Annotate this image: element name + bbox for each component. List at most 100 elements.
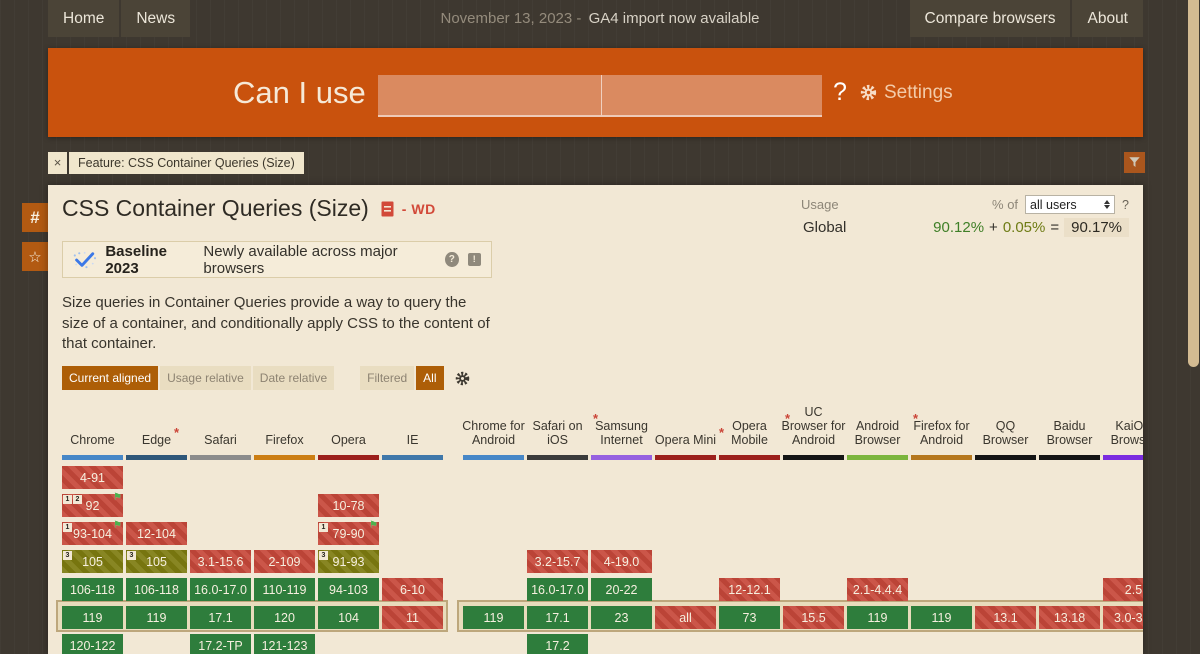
support-cell[interactable]: 119 (126, 606, 187, 629)
news-announcement-link[interactable]: GA4 import now available (588, 10, 760, 27)
browser-column-header[interactable]: UC Browser for Android (781, 388, 846, 450)
support-cell[interactable]: 20-22 (591, 578, 652, 601)
support-cell[interactable]: all (655, 606, 716, 629)
support-cell[interactable]: 119 (911, 606, 972, 629)
usage-scope-select[interactable]: all users (1025, 195, 1116, 214)
tab-all[interactable]: All (416, 366, 444, 390)
feature-search-input-secondary[interactable] (601, 75, 822, 117)
browser-column-header[interactable]: Android Browser * (845, 388, 918, 450)
browser-column-header[interactable]: Safari (188, 388, 253, 450)
support-cell[interactable]: 12-104 (126, 522, 187, 545)
baseline-help-icon[interactable]: ? (445, 252, 459, 267)
support-cell[interactable]: 110-119 (254, 578, 315, 601)
browser-column-header[interactable]: Chrome for Android (461, 388, 526, 450)
support-cell[interactable]: 119 (463, 606, 524, 629)
version-range: 79-90 (332, 526, 365, 541)
support-cell[interactable]: 4-91 (62, 466, 123, 489)
support-cell[interactable]: 23 (591, 606, 652, 629)
support-cell[interactable]: 16.0-17.0 (527, 578, 588, 601)
usage-help-icon[interactable]: ? (1122, 197, 1129, 212)
support-cell[interactable]: 92 1 2 ⚑ (62, 492, 123, 517)
browser-column-header[interactable]: Firefox for Android (909, 388, 974, 450)
browser-column-header[interactable]: Opera (316, 388, 381, 450)
browser-column-header[interactable]: Baidu Browser (1037, 388, 1102, 450)
support-cell[interactable]: 11 (382, 606, 443, 629)
tab-date-relative[interactable]: Date relative (252, 366, 335, 390)
version-range: 6-10 (399, 582, 426, 597)
support-cell[interactable]: 119 (62, 606, 123, 629)
support-cell[interactable]: 2.1-4.4.4 (847, 578, 908, 601)
browser-column-header[interactable]: Edge * (124, 388, 189, 450)
version-range: 119 (931, 610, 952, 625)
support-cell[interactable]: 121-123 (254, 634, 315, 654)
support-cell[interactable]: 105 3 (126, 550, 187, 573)
support-cell[interactable]: 17.2 (527, 634, 588, 654)
filter-button[interactable] (1124, 152, 1145, 173)
support-cell[interactable]: 91-93 3 (318, 550, 379, 573)
feature-tag-label: Feature: CSS Container Queries (Size) (69, 152, 304, 174)
favorite-button[interactable]: ☆ (22, 242, 48, 271)
browser-column-header[interactable]: Firefox (252, 388, 317, 450)
browser-color-bar (911, 455, 972, 460)
browser-name: Chrome (70, 433, 115, 447)
support-cell[interactable]: 12-12.1 (719, 578, 780, 601)
search-help-icon[interactable]: ? (833, 78, 847, 106)
support-cell[interactable]: 105 3 (62, 550, 123, 573)
support-cell[interactable]: 106-118 (62, 578, 123, 601)
browser-column-header[interactable]: Samsung Internet (589, 388, 654, 450)
support-cell[interactable]: 13.18 (1039, 606, 1100, 629)
scrollbar-thumb[interactable] (1188, 0, 1199, 367)
nav-news[interactable]: News (121, 0, 191, 37)
browser-column-header[interactable]: Chrome (60, 388, 125, 450)
browser-column-header[interactable]: KaiOS Browser (1101, 388, 1143, 450)
usage-supported-percent: 90.12% (933, 219, 985, 236)
feature-search-input[interactable] (378, 75, 601, 117)
support-cell[interactable]: 6-10 (382, 578, 443, 601)
browser-column-header[interactable]: IE (380, 388, 445, 450)
equals-sign: = (1050, 219, 1060, 236)
support-cell[interactable]: 3.1-15.6 (190, 550, 251, 573)
support-cell[interactable]: 3.0-3.1 (1103, 606, 1143, 629)
support-cell[interactable]: 120 (254, 606, 315, 629)
support-cell[interactable]: 79-90 1 ⚑ (318, 520, 379, 545)
tab-filtered[interactable]: Filtered (360, 366, 415, 390)
spec-document-icon[interactable] (381, 201, 394, 217)
support-cell[interactable]: 17.2-TP (190, 634, 251, 654)
browser-column-header[interactable]: Opera Mini * (653, 388, 724, 450)
nav-about[interactable]: About (1072, 0, 1143, 37)
settings-button[interactable]: Settings (860, 48, 953, 137)
version-range: 3.0-3.1 (1114, 610, 1143, 625)
support-cell[interactable]: 106-118 (126, 578, 187, 601)
tab-current-aligned[interactable]: Current aligned (62, 366, 159, 390)
baseline-check-icon (73, 251, 97, 268)
browser-column-header[interactable]: Opera Mobile * (717, 388, 790, 450)
site-logo[interactable]: Can I use (233, 75, 366, 110)
support-cell[interactable]: 17.1 (527, 606, 588, 629)
support-cell[interactable]: 73 (719, 606, 780, 629)
support-cell[interactable]: 13.1 (975, 606, 1036, 629)
support-cell[interactable]: 15.5 (783, 606, 844, 629)
support-cell[interactable]: 16.0-17.0 (190, 578, 251, 601)
tab-usage-relative[interactable]: Usage relative (160, 366, 251, 390)
feature-tag-close-icon[interactable]: × (48, 152, 67, 174)
support-cell[interactable]: 119 (847, 606, 908, 629)
support-cell[interactable]: 93-104 1 ⚑ (62, 520, 123, 545)
nav-home[interactable]: Home (48, 0, 120, 37)
support-cell[interactable]: 3.2-15.7 (527, 550, 588, 573)
nav-compare-browsers[interactable]: Compare browsers (909, 0, 1071, 37)
permalink-button[interactable]: # (22, 203, 48, 232)
support-cell[interactable]: 104 (318, 606, 379, 629)
support-cell[interactable]: 94-103 (318, 578, 379, 601)
support-cell[interactable]: 10-78 (318, 494, 379, 517)
table-options-gear-icon[interactable] (455, 371, 470, 386)
version-range: 93-104 (73, 526, 112, 541)
support-cell[interactable]: 120-122 (62, 634, 123, 654)
support-cell[interactable]: 2-109 (254, 550, 315, 573)
browser-column-header[interactable]: QQ Browser (973, 388, 1038, 450)
support-cell[interactable]: 2.5 (1103, 578, 1143, 601)
support-cell[interactable]: 4-19.0 (591, 550, 652, 573)
support-cell[interactable]: 17.1 (190, 606, 251, 629)
baseline-feedback-icon[interactable]: ! (467, 253, 481, 266)
browser-column-header[interactable]: Safari on iOS * (525, 388, 598, 450)
spec-status-label[interactable]: - WD (401, 200, 436, 217)
